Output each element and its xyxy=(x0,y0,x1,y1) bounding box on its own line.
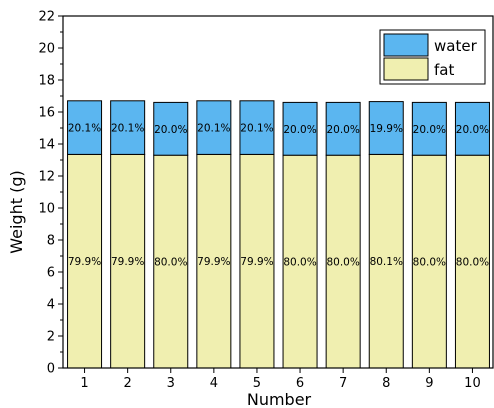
bar-water-10 xyxy=(454,101,490,156)
data-label-fat-8: 80.1% xyxy=(370,256,403,268)
bars-layer xyxy=(67,100,490,369)
y-tick-label-10: 10 xyxy=(38,202,55,217)
bar-water-7 xyxy=(325,101,361,156)
y-tick-label-4: 4 xyxy=(47,298,55,313)
bar-fat-1 xyxy=(67,153,103,369)
data-label-water-6: 20.0% xyxy=(283,124,316,136)
x-axis-title: Number xyxy=(247,390,312,408)
bar-water-8 xyxy=(368,101,404,155)
data-label-fat-5: 79.9% xyxy=(240,256,273,268)
x-tick-label-9: 9 xyxy=(425,376,433,391)
bar-water-4 xyxy=(196,100,232,155)
x-tick-label-10: 10 xyxy=(464,376,481,391)
bar-water-9 xyxy=(411,101,447,156)
x-tick-label-3: 3 xyxy=(167,376,175,391)
y-tick-label-14: 14 xyxy=(38,138,55,153)
legend-swatch-fat xyxy=(383,57,429,81)
data-label-fat-9: 80.0% xyxy=(413,257,446,269)
data-label-fat-6: 80.0% xyxy=(283,257,316,269)
bar-water-1 xyxy=(67,100,103,155)
data-label-water-10: 20.0% xyxy=(456,124,489,136)
data-label-fat-3: 80.0% xyxy=(154,257,187,269)
y-tick-label-0: 0 xyxy=(47,362,55,377)
data-label-fat-1: 79.9% xyxy=(68,256,101,268)
bar-fat-6 xyxy=(282,154,318,369)
y-tick-label-12: 12 xyxy=(38,170,55,185)
data-label-water-2: 20.1% xyxy=(111,123,144,135)
bar-water-2 xyxy=(110,100,146,155)
x-tick-label-5: 5 xyxy=(253,376,261,391)
data-label-water-4: 20.1% xyxy=(197,123,230,135)
legend-label-water: water xyxy=(434,37,478,55)
data-label-fat-4: 79.9% xyxy=(197,256,230,268)
x-tick-label-7: 7 xyxy=(339,376,347,391)
bar-water-5 xyxy=(239,100,275,155)
percentage-labels-layer: 79.9% 20.1% 79.9% 20.1% 80.0% 20.0% 79.9% 20.1%… xyxy=(68,123,489,269)
bar-water-6 xyxy=(282,101,318,156)
bar-fat-9 xyxy=(411,154,447,369)
legend: water fat xyxy=(379,29,486,85)
x-tick-label-4: 4 xyxy=(210,376,218,391)
x-tick-label-2: 2 xyxy=(124,376,132,391)
y-tick-label-2: 2 xyxy=(47,330,55,345)
legend-swatch-water xyxy=(383,33,429,57)
data-label-fat-7: 80.0% xyxy=(326,257,359,269)
data-label-water-7: 20.0% xyxy=(326,124,359,136)
bar-water-3 xyxy=(153,101,189,156)
data-label-fat-10: 80.0% xyxy=(456,257,489,269)
data-label-water-8: 19.9% xyxy=(370,123,403,135)
y-tick-label-6: 6 xyxy=(47,266,55,281)
y-tick-label-22: 22 xyxy=(38,10,55,25)
data-label-water-9: 20.0% xyxy=(413,124,446,136)
x-tick-label-1: 1 xyxy=(80,376,88,391)
data-label-water-3: 20.0% xyxy=(154,124,187,136)
y-tick-label-16: 16 xyxy=(38,106,55,121)
legend-label-fat: fat xyxy=(434,61,454,79)
data-label-fat-2: 79.9% xyxy=(111,256,144,268)
y-tick-label-20: 20 xyxy=(38,42,55,57)
bar-fat-10 xyxy=(454,154,490,369)
y-tick-label-18: 18 xyxy=(38,74,55,89)
y-tick-label-8: 8 xyxy=(47,234,55,249)
data-label-water-5: 20.1% xyxy=(240,123,273,135)
data-label-water-1: 20.1% xyxy=(68,123,101,135)
y-axis-title: Weight (g) xyxy=(7,170,26,253)
x-tick-label-8: 8 xyxy=(382,376,390,391)
x-tick-label-6: 6 xyxy=(296,376,304,391)
